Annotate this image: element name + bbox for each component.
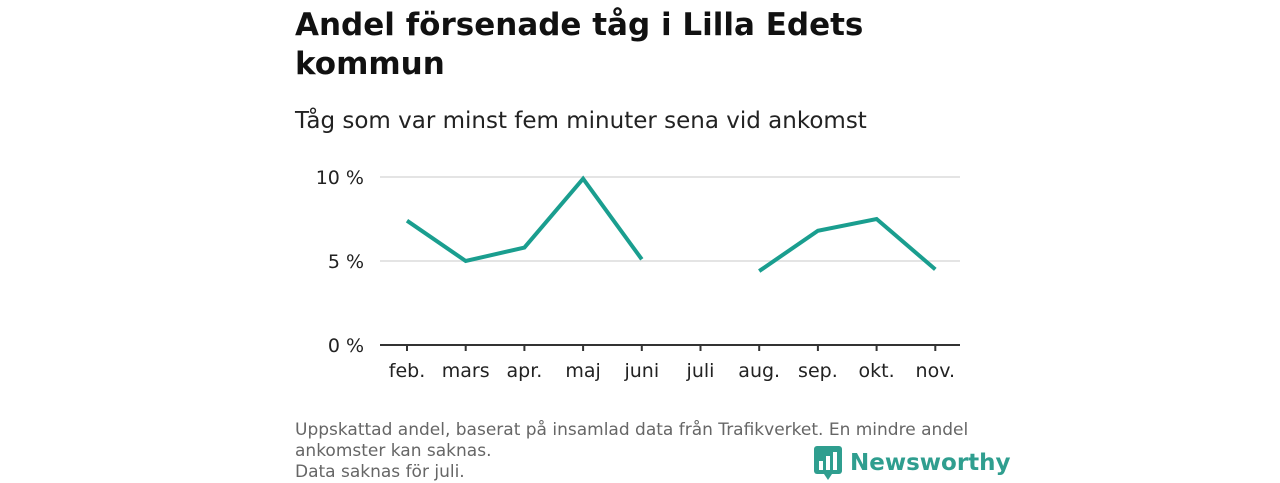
footer-missing-note: Data saknas för juli. <box>295 462 465 482</box>
chart-subtitle: Tåg som var minst fem minuter sena vid a… <box>295 108 867 134</box>
x-tick-label: juni <box>623 360 659 382</box>
x-tick-label: feb. <box>389 360 425 382</box>
x-tick-label: apr. <box>506 360 542 382</box>
y-tick-label: 10 % <box>316 167 364 189</box>
x-tick-label: nov. <box>916 360 955 382</box>
x-tick-label: mars <box>442 360 490 382</box>
x-tick-label: maj <box>565 360 600 382</box>
x-tick-label: aug. <box>738 360 780 382</box>
grid-lines <box>380 176 960 262</box>
brand-logo: Newsworthy <box>814 446 1011 480</box>
series-lines <box>405 175 937 273</box>
series-line-segment <box>405 175 644 264</box>
y-tick-label: 5 % <box>328 251 364 273</box>
x-tick-label: okt. <box>859 360 895 382</box>
newsworthy-logo-icon <box>814 446 842 480</box>
x-tick-label: sep. <box>798 360 838 382</box>
series-line-segment <box>758 216 937 273</box>
axes <box>380 344 960 351</box>
brand-name: Newsworthy <box>850 450 1011 476</box>
chart-title: Andel försenade tåg i Lilla Edets kommun <box>295 7 864 82</box>
tick-labels: 0 % 5 % 10 % feb. mars apr. maj juni juli aug. sep… <box>316 167 955 382</box>
y-tick-label: 0 % <box>328 335 364 357</box>
chart-footer: Uppskattad andel, baserat på insamlad da… <box>295 420 995 483</box>
x-tick-label: juli <box>686 360 715 382</box>
footer-note: Uppskattad andel, baserat på insamlad da… <box>295 420 969 461</box>
